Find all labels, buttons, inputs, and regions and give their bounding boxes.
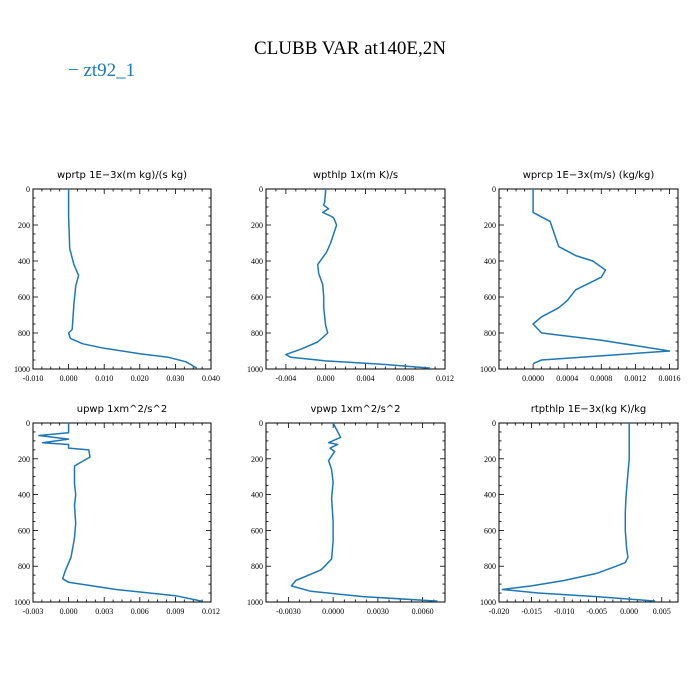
x-tick-label: 0.0016 <box>658 374 680 383</box>
y-tick-label: 1000 <box>247 365 263 374</box>
y-tick-label: 0 <box>492 185 496 194</box>
panel-title: rtpthlp 1E−3x(kg K)/kg <box>531 404 646 415</box>
x-tick-label: 0.012 <box>436 374 454 383</box>
y-tick-label: 400 <box>251 491 263 500</box>
x-tick-label: 0.006 <box>131 607 149 616</box>
x-tick-label: 0.000 <box>317 374 335 383</box>
x-tick-label: 0.000 <box>60 607 78 616</box>
panel-title: wprtp 1E−3x(m kg)/(s kg) <box>57 170 187 181</box>
x-tick-label: 0.000 <box>60 374 78 383</box>
plot-frame <box>265 422 446 603</box>
y-tick-label: 400 <box>18 257 30 266</box>
y-tick-label: 600 <box>18 526 30 535</box>
y-tick-label: 0 <box>259 419 263 428</box>
panel-3: wprcp 1E−3x(m/s) (kg/kg) 0 200 400 600 800 100… <box>480 170 680 383</box>
x-tick-label: -0.010 <box>554 607 575 616</box>
y-tick-label: 600 <box>484 293 496 302</box>
figure-title: CLUBB VAR at140E,2N <box>254 38 446 59</box>
x-tick-label: 0.040 <box>202 374 220 383</box>
y-tick-label: 200 <box>484 455 496 464</box>
panel-title: vpwp 1xm^2/s^2 <box>310 404 400 415</box>
x-tick-label: -0.010 <box>23 374 44 383</box>
x-tick-label: -0.003 <box>23 607 44 616</box>
x-tick-label: -0.015 <box>521 607 542 616</box>
y-tick-label: 800 <box>18 562 30 571</box>
x-tick-label: 0.009 <box>166 607 184 616</box>
y-tick-label: 400 <box>484 257 496 266</box>
x-tick-label: -0.0030 <box>276 607 301 616</box>
y-tick-label: 800 <box>251 329 263 338</box>
y-tick-label: 800 <box>18 329 30 338</box>
panel-4: upwp 1xm^2/s^2 0 200 400 600 800 1000-0.003 0.0… <box>14 404 220 616</box>
series-line <box>67 189 198 369</box>
y-tick-label: 200 <box>18 221 30 230</box>
y-tick-label: 200 <box>251 455 263 464</box>
y-tick-label: 0 <box>26 185 30 194</box>
y-tick-label: 1000 <box>14 598 30 607</box>
y-tick-label: 0 <box>26 419 30 428</box>
y-tick-label: 0 <box>492 419 496 428</box>
x-tick-label: 0.020 <box>131 374 149 383</box>
y-tick-label: 600 <box>251 293 263 302</box>
plot-frame <box>32 188 212 370</box>
panel-6: rtpthlp 1E−3x(kg K)/kg02004006008001000-… <box>480 404 679 616</box>
series-line <box>290 422 438 602</box>
y-tick-label: 600 <box>484 526 496 535</box>
x-tick-label: -0.004 <box>276 374 297 383</box>
x-tick-label: -0.005 <box>586 607 607 616</box>
x-tick-label: 0.0012 <box>624 374 646 383</box>
y-tick-label: 200 <box>18 455 30 464</box>
y-tick-label: 200 <box>484 221 496 230</box>
panel-1: wprtp 1E−3x(m kg)/(s kg) 0 200 400 600 800 100… <box>14 170 220 383</box>
legend-entry: − zt92_1 <box>68 60 135 81</box>
x-tick-label: 0.012 <box>202 607 220 616</box>
y-tick-label: 1000 <box>480 598 496 607</box>
plot-frame <box>498 188 679 370</box>
y-tick-label: 1000 <box>480 365 496 374</box>
y-tick-label: 0 <box>259 185 263 194</box>
x-tick-label: 0.0030 <box>367 607 389 616</box>
x-tick-label: 0.008 <box>396 374 414 383</box>
panel-5: vpwp 1xm^2/s^2 0 200 400 600 800 1000 -0.0030 0.… <box>247 404 446 616</box>
panel-title: wpthlp 1x(m K)/s <box>313 170 398 181</box>
panel-title: wprcp 1E−3x(m/s) (kg/kg) <box>523 170 655 181</box>
y-tick-label: 1000 <box>14 365 30 374</box>
x-tick-label: 0.0008 <box>590 374 612 383</box>
panel-title: upwp 1xm^2/s^2 <box>77 404 167 415</box>
series-line <box>38 423 202 602</box>
plot-frame <box>32 422 212 603</box>
y-tick-label: 400 <box>251 257 263 266</box>
x-tick-label: 0.0000 <box>522 374 544 383</box>
y-tick-label: 800 <box>251 562 263 571</box>
panel-2: wpthlp 1x(m K)/s 0 200 400 600 800 1000 -0.004 0… <box>247 170 454 383</box>
plot-frame <box>265 188 446 370</box>
series-line <box>532 189 671 365</box>
x-tick-label: -0.020 <box>489 607 510 616</box>
y-tick-label: 600 <box>18 293 30 302</box>
y-tick-label: 600 <box>251 526 263 535</box>
panels: wprtp 1E−3x(m kg)/(s kg) 0 200 400 600 800 100… <box>14 170 680 616</box>
y-tick-label: 400 <box>484 491 496 500</box>
y-tick-label: 800 <box>484 329 496 338</box>
series-line <box>501 423 656 602</box>
x-tick-label: 0.010 <box>95 374 113 383</box>
x-tick-label: 0.004 <box>356 374 374 383</box>
y-tick-label: 200 <box>251 221 263 230</box>
x-tick-label: 0.000 <box>620 607 638 616</box>
x-tick-label: 0.030 <box>166 374 184 383</box>
y-tick-label: 800 <box>484 562 496 571</box>
x-tick-label: 0.0060 <box>412 607 434 616</box>
series-line <box>285 188 431 369</box>
y-tick-label: 1000 <box>247 598 263 607</box>
x-tick-label: 0.0004 <box>556 374 578 383</box>
x-tick-label: 0.005 <box>653 607 671 616</box>
x-tick-label: 0.003 <box>95 607 113 616</box>
x-tick-label: 0.0000 <box>322 607 344 616</box>
y-tick-label: 400 <box>18 491 30 500</box>
